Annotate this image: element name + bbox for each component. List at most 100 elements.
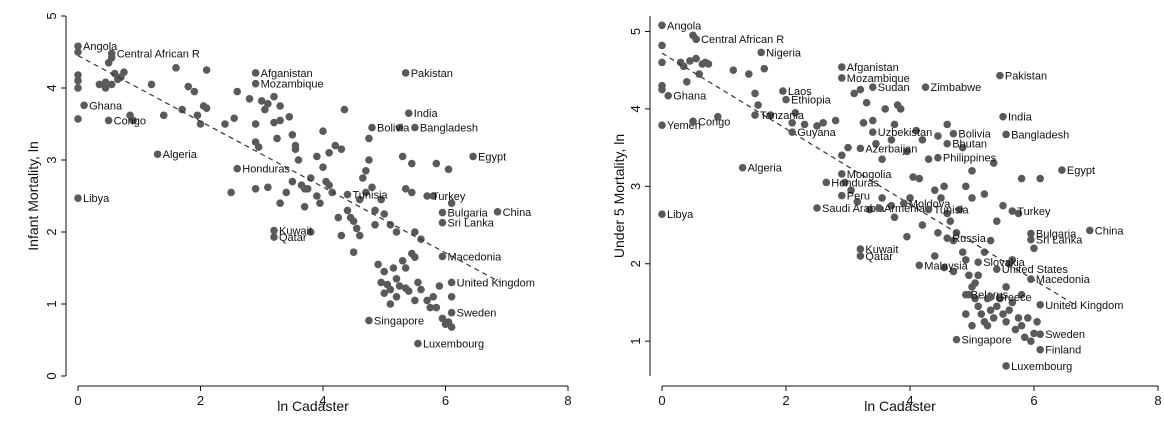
data-point <box>1002 318 1010 326</box>
data-point <box>288 177 297 186</box>
data-point <box>270 118 278 127</box>
data-point <box>1027 337 1035 345</box>
data-point <box>937 194 945 202</box>
labeled-data-point <box>952 335 961 344</box>
point-label: Greece <box>996 292 1032 304</box>
data-point <box>447 199 456 207</box>
point-label: Honduras <box>831 177 879 189</box>
data-point <box>841 178 849 187</box>
data-point <box>971 279 979 287</box>
data-point <box>751 89 759 98</box>
data-point <box>813 122 821 130</box>
data-point <box>392 228 401 236</box>
data-point <box>221 120 229 128</box>
data-point <box>447 293 456 301</box>
point-label: Russia <box>952 233 987 245</box>
data-point <box>658 85 666 94</box>
point-label: Bangladesh <box>420 123 478 135</box>
data-point <box>853 198 862 206</box>
data-point <box>872 139 880 148</box>
data-point <box>355 231 364 240</box>
data-point <box>371 221 379 229</box>
data-point <box>325 149 333 157</box>
data-point <box>230 114 238 123</box>
data-point <box>193 111 202 120</box>
data-point <box>1020 333 1029 342</box>
data-point <box>362 188 370 197</box>
data-point <box>319 127 327 135</box>
data-point <box>202 66 211 74</box>
data-point <box>343 206 352 215</box>
data-point <box>729 66 738 74</box>
data-point <box>974 271 982 280</box>
point-label: China <box>503 207 533 219</box>
point-label: Tanzania <box>760 110 805 122</box>
data-point <box>658 58 666 67</box>
data-point <box>377 278 385 287</box>
labeled-data-point <box>404 109 413 117</box>
point-label: Bulgaria <box>447 208 488 220</box>
labeled-data-point <box>401 69 410 77</box>
data-point <box>1002 283 1010 291</box>
data-point <box>962 256 970 264</box>
labeled-data-point <box>1027 275 1035 284</box>
data-point <box>986 306 995 314</box>
data-point <box>251 138 260 146</box>
data-point <box>791 108 800 117</box>
point-label: Azerbaijan <box>865 143 917 155</box>
infant-mortality-plot: 0 1 2 3 4 5 0 2 4 6 8 ln Cadaster Infant Mortality, … <box>25 12 572 414</box>
under5-mortality-chart: 1 2 3 4 5 0 2 4 6 8 ln Cadaster Under 5 Mortality, … <box>582 0 1164 427</box>
data-point <box>429 293 438 301</box>
point-label: Mozambique <box>261 79 324 91</box>
y-tick-label: 1 <box>628 338 643 345</box>
data-point <box>300 203 309 211</box>
data-point <box>760 64 769 73</box>
data-point <box>887 201 896 210</box>
data-point <box>285 113 294 121</box>
data-point <box>365 134 373 143</box>
data-point <box>977 310 986 318</box>
data-point <box>1017 290 1026 299</box>
point-label: Singapore <box>374 316 424 328</box>
labeled-data-point <box>692 35 700 44</box>
data-point <box>401 185 410 193</box>
point-label: Kuwait <box>865 244 898 256</box>
data-point <box>426 303 434 312</box>
data-point <box>949 236 958 245</box>
point-label: Central African R <box>117 48 200 60</box>
point-label: Libya <box>83 193 110 205</box>
data-point <box>971 294 979 303</box>
labeled-data-point <box>1036 345 1044 354</box>
data-point <box>276 102 284 110</box>
data-point <box>856 85 865 94</box>
data-point <box>107 80 116 89</box>
data-point <box>365 156 373 164</box>
data-point <box>319 163 327 171</box>
data-point <box>924 155 933 164</box>
data-point <box>754 101 762 109</box>
y-axis-title: Infant Mortality, ln <box>25 141 41 250</box>
labeled-data-point <box>838 191 846 200</box>
data-point <box>695 70 703 78</box>
labeled-data-point <box>949 129 958 138</box>
labeled-data-point <box>74 194 82 202</box>
labeled-data-point <box>411 123 419 132</box>
data-point <box>819 119 827 127</box>
labeled-data-point <box>993 265 1001 273</box>
data-point <box>352 224 361 233</box>
data-point <box>411 296 419 305</box>
data-point <box>934 228 942 237</box>
data-point <box>996 294 1004 303</box>
under5-mortality-plot: 1 2 3 4 5 0 2 4 6 8 ln Cadaster Under 5 Mortality, … <box>611 16 1162 414</box>
data-point <box>227 188 235 197</box>
data-point <box>1017 174 1026 183</box>
labeled-data-point <box>1036 300 1044 309</box>
point-label: Turkey <box>432 191 466 203</box>
data-point <box>334 213 343 222</box>
point-label: Algeria <box>163 149 198 161</box>
point-label: Armenia <box>884 203 926 215</box>
y-tick-label: 5 <box>44 12 59 19</box>
labeled-data-point <box>924 205 933 214</box>
labeled-data-point <box>658 21 666 30</box>
x-axis-title: ln Cadaster <box>277 398 349 414</box>
